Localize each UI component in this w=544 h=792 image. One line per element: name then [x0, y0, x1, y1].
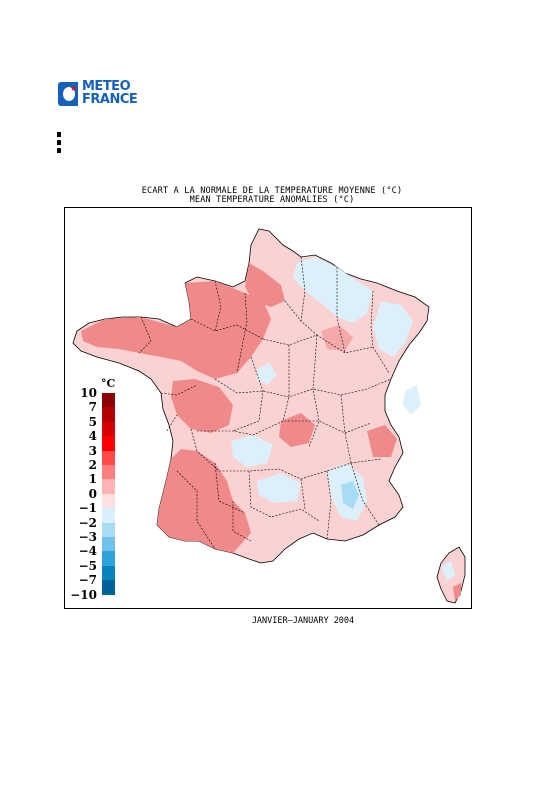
corsica-warm-patch: [453, 583, 461, 601]
legend-swatch: [102, 436, 115, 451]
legend-unit: °C: [101, 377, 116, 390]
anomaly-region-champagne: [321, 325, 353, 351]
anomaly-region-southwest: [157, 449, 251, 553]
anomaly-region-alps-cold: [341, 481, 359, 509]
legend-swatch: [102, 551, 115, 566]
anomaly-region-northeast-cool: [293, 257, 373, 323]
legend-row: 4: [67, 429, 127, 451]
legend-label: 5: [88, 414, 97, 429]
corsica-cool-patch: [441, 561, 455, 581]
legend-row: −7: [67, 573, 127, 595]
legend-row: 10: [67, 386, 127, 408]
anomaly-region-orleans-cool: [257, 363, 277, 385]
legend-label: −2: [78, 515, 97, 530]
meteo-france-logo: ★ METEO FRANCE: [58, 80, 142, 108]
anomaly-region-massif: [279, 413, 315, 447]
legend-swatch: [102, 479, 115, 494]
anomaly-region-west: [81, 281, 271, 379]
legend-swatch: [102, 450, 115, 465]
legend-swatch: [102, 407, 115, 422]
legend-swatch: [102, 508, 115, 523]
legend-label: −1: [78, 501, 97, 516]
legend-label: 1: [88, 472, 97, 487]
anomaly-region-centre-cool: [231, 435, 273, 467]
legend-row: 5: [67, 415, 127, 437]
legend-label: 2: [88, 458, 97, 472]
anomaly-region-alps-north: [367, 425, 397, 457]
legend-label: −10: [70, 587, 97, 602]
map-title-fr: ECART A LA NORMALE DE LA TEMPERATURE MOY…: [141, 186, 403, 196]
legend-label: 10: [80, 386, 97, 400]
legend-label: −7: [78, 573, 97, 588]
legend-row: −2: [67, 516, 127, 537]
legend-swatch: [102, 537, 115, 552]
legend-swatch: [102, 393, 115, 408]
legend-label: 7: [88, 400, 97, 415]
meteo-france-emblem-icon: ★: [58, 82, 78, 106]
logo-line-1: METEO: [82, 79, 131, 94]
legend-swatch: [102, 522, 115, 537]
legend-label: 3: [88, 443, 97, 458]
legend-row: 7: [67, 400, 127, 422]
anomaly-region-lorraine-cool: [373, 301, 413, 357]
anomaly-region-alsace-cool: [403, 385, 421, 415]
legend-label: 0: [88, 486, 97, 501]
legend-row: 1: [67, 472, 127, 494]
legend-row: −10: [67, 588, 127, 609]
map-title-en: MEAN TEMPERATURE ANOMALIES (°C): [189, 195, 355, 205]
period-label: JANVIER–JANUARY 2004: [251, 616, 355, 626]
legend-row: −3: [67, 530, 127, 552]
anomaly-region-normandy: [245, 263, 285, 307]
legend-swatch: [102, 465, 115, 480]
legend-label: −5: [78, 558, 97, 573]
legend-label: −4: [78, 544, 97, 559]
legend-label: −3: [78, 530, 97, 544]
legend-swatch: [102, 421, 115, 437]
legend-row: −1: [67, 501, 127, 523]
map-frame: °C 10 7 5 4 3 2 1 0 −1 −2 −3 −4 −5 −7 −10: [64, 207, 472, 609]
margin-marks: [57, 132, 63, 156]
logo-line-2: FRANCE: [82, 92, 138, 107]
legend-swatch: [102, 580, 115, 595]
legend-row: −4: [67, 544, 127, 566]
legend-row: 2: [67, 458, 127, 480]
legend-label: 4: [88, 429, 97, 444]
legend-row: 0: [67, 487, 127, 509]
anomaly-region-charente: [171, 379, 233, 433]
anomaly-region-south-cool: [257, 473, 301, 503]
legend-row: 3: [67, 444, 127, 465]
france-anomaly-map: [72, 228, 466, 604]
department-borders: [138, 256, 392, 550]
legend-swatch: [102, 565, 115, 581]
legend-swatch: [102, 493, 115, 509]
legend-row: −5: [67, 559, 127, 581]
